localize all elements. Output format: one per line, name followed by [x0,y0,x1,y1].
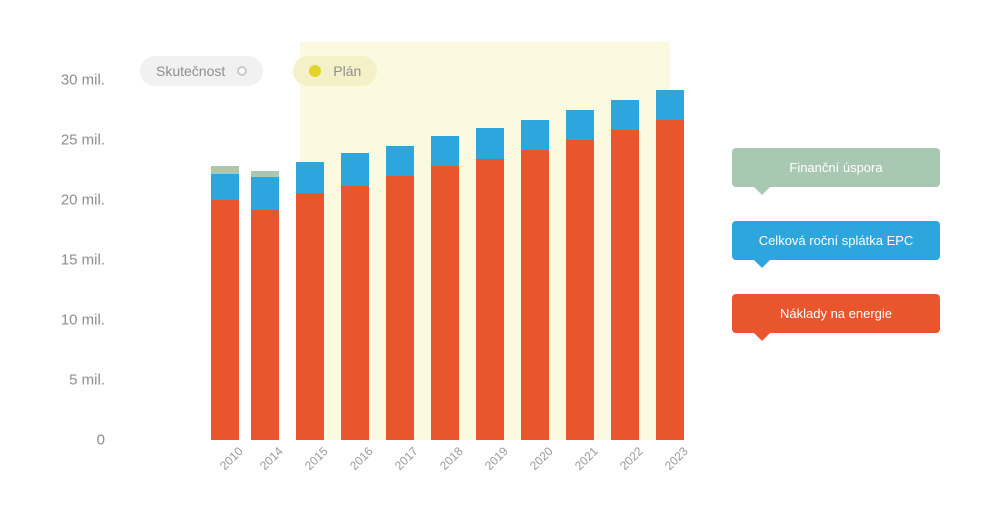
x-tick-label: 2010 [217,444,246,473]
bar-segment-splatka [386,146,414,176]
x-tick-label: 2022 [617,444,646,473]
toggle-skutecnost-label: Skutečnost [156,63,225,79]
bar-column[interactable] [476,128,504,440]
toggle-skutecnost[interactable]: Skutečnost [140,56,263,86]
chart-container: Skutečnost Plán 0 5 mil. 10 mil. 15 mil. 20 … [40,40,670,485]
bar-segment-splatka [251,177,279,209]
x-axis-labels: 2010 2014 2015 2016 2017 2018 2019 2020 2021 2022… [110,445,670,485]
bar-column[interactable] [656,90,684,440]
bar-column[interactable] [341,153,369,440]
bar-segment-naklady [566,140,594,440]
bar-column[interactable] [431,136,459,440]
bar-segment-naklady [386,176,414,440]
x-tick-label: 2021 [572,444,601,473]
series-toggles: Skutečnost Plán [140,56,377,86]
x-tick-label: 2023 [662,444,691,473]
x-tick-label: 2017 [392,444,421,473]
toggle-plan-label: Plán [333,63,361,79]
bar-segment-splatka [296,162,324,193]
bar-column[interactable] [296,162,324,440]
bar-segment-splatka [341,153,369,185]
legend-label: Finanční úspora [789,160,882,175]
bar-segment-splatka [476,128,504,159]
x-tick-label: 2018 [437,444,466,473]
y-tick-label: 15 mil. [61,252,105,269]
bar-column[interactable] [521,120,549,440]
y-tick-label: 0 [97,432,105,449]
legend-label: Náklady na energie [780,306,892,321]
bar-column[interactable] [251,171,279,440]
bar-segment-naklady [251,210,279,440]
x-tick-label: 2016 [347,444,376,473]
y-tick-label: 10 mil. [61,312,105,329]
circle-icon [237,66,247,76]
bar-segment-splatka [611,100,639,130]
legend-item-uspora[interactable]: Finanční úspora [732,148,940,187]
legend-item-splatka[interactable]: Celková roční splátka EPC [732,221,940,260]
bar-segment-naklady [611,130,639,440]
bar-segment-splatka [431,136,459,166]
bar-segment-uspora [211,166,239,173]
circle-icon [309,65,321,77]
legend-label: Celková roční splátka EPC [759,233,914,248]
bar-segment-splatka [521,120,549,150]
y-tick-label: 20 mil. [61,192,105,209]
bar-column[interactable] [611,100,639,440]
x-tick-label: 2015 [302,444,331,473]
bar-segment-naklady [656,120,684,440]
bar-column[interactable] [566,110,594,440]
bar-column[interactable] [386,146,414,440]
x-tick-label: 2020 [527,444,556,473]
bar-segment-naklady [431,166,459,440]
bar-segment-naklady [296,193,324,440]
legend-item-naklady[interactable]: Náklady na energie [732,294,940,333]
bar-segment-splatka [211,174,239,200]
toggle-plan[interactable]: Plán [293,56,377,86]
bar-column[interactable] [211,166,239,440]
bar-segment-naklady [341,186,369,440]
bar-segment-naklady [521,150,549,440]
y-tick-label: 5 mil. [69,372,105,389]
x-tick-label: 2019 [482,444,511,473]
bar-segment-splatka [656,90,684,120]
plot-area [110,80,670,440]
y-axis: 05 mil.10 mil.15 mil.20 mil.25 mil.30 mi… [40,80,105,440]
x-tick-label: 2014 [257,444,286,473]
bar-segment-splatka [566,110,594,140]
bar-segment-naklady [211,200,239,440]
legend: Finanční úspora Celková roční splátka EP… [732,148,940,367]
bar-segment-naklady [476,159,504,440]
y-tick-label: 30 mil. [61,72,105,89]
y-tick-label: 25 mil. [61,132,105,149]
